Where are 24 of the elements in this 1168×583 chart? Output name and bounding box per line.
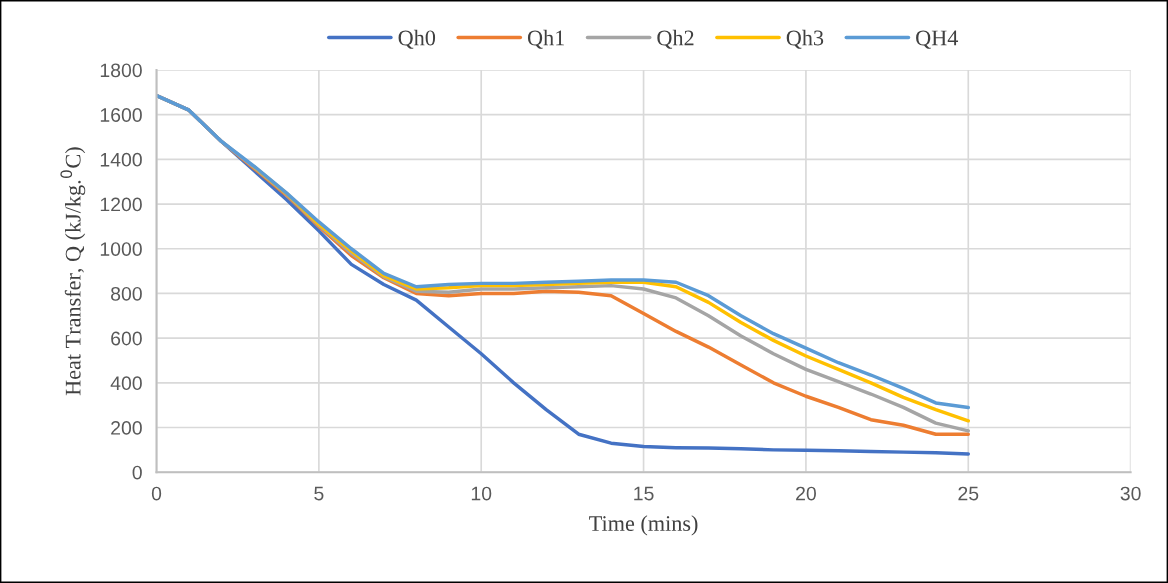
- legend-label: QH4: [916, 30, 959, 49]
- y-axis-title: Heat Transfer, Q (kJ/kg.$^{0}$C): [60, 147, 86, 396]
- y-tick-label: 1800: [100, 63, 142, 78]
- x-tick-label: 15: [634, 486, 654, 501]
- legend-label: Qh3: [786, 29, 824, 49]
- legend-label: Qh2: [657, 29, 694, 49]
- legend-label: Qh0: [398, 29, 436, 49]
- y-tick-label: 0: [132, 465, 142, 480]
- y-tick-label: 1600: [100, 108, 142, 122]
- y-tick-label: 1200: [100, 197, 142, 212]
- x-tick-label: 20: [796, 486, 816, 501]
- x-tick-label: 5: [314, 486, 324, 501]
- y-tick-label: 800: [111, 286, 142, 301]
- y-tick-label: 200: [111, 421, 142, 435]
- y-tick-label: 400: [110, 376, 142, 391]
- y-tick-label: 1000: [100, 242, 142, 256]
- y-tick-label: 1400: [100, 152, 142, 167]
- x-tick-label: 30: [1120, 486, 1141, 501]
- x-axis-title: Time (mins): [589, 515, 698, 536]
- x-tick-label: 25: [958, 486, 979, 501]
- legend-label: Qh1: [527, 29, 564, 49]
- x-tick-label: 10: [471, 486, 492, 501]
- x-tick-label: 0: [151, 486, 162, 501]
- y-tick-label: 600: [111, 331, 142, 346]
